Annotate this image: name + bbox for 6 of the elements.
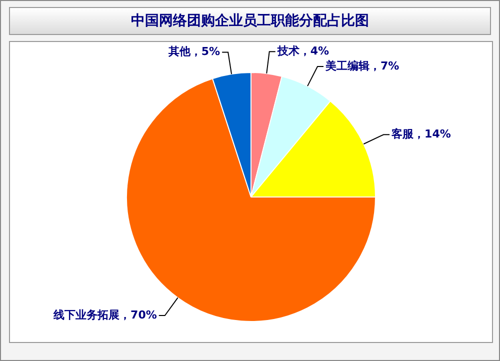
chart-title: 中国网络团购企业员工职能分配占比图 — [9, 7, 491, 35]
slice-label: 线下业务拓展，70% — [52, 308, 157, 322]
slice-label: 技术，4% — [276, 44, 330, 58]
slice-label: 客服，14% — [390, 127, 451, 140]
slice-label: 美工编辑，7% — [324, 59, 400, 72]
slice-label: 其他，5% — [167, 45, 220, 58]
